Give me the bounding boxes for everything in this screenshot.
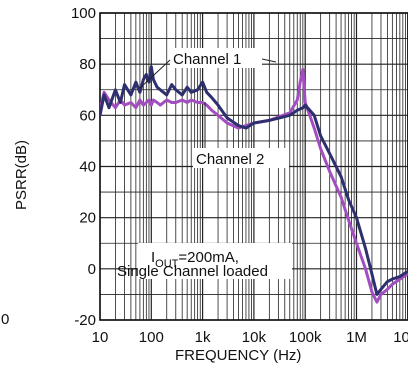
x-tick-label: 10k	[242, 329, 267, 346]
left-edge-label: 0	[1, 311, 9, 328]
x-axis-label: FREQUENCY (Hz)	[175, 347, 301, 364]
frame-rect	[99, 12, 408, 321]
iout-sub: OUT	[155, 258, 179, 270]
y-axis-label: PSRR(dB)	[13, 140, 30, 210]
x-tick-label: 100k	[289, 329, 322, 346]
annotations: Channel 1 Channel 2 IOUT=200mA, Single C…	[117, 48, 292, 280]
iout-suffix: =200mA,	[178, 249, 238, 266]
channel2-label: Channel 2	[196, 151, 264, 168]
y-tick-label: 20	[79, 210, 96, 227]
y-tick-label: 40	[79, 159, 96, 176]
series-line-1	[100, 65, 408, 296]
channel2-label-bg	[193, 148, 289, 168]
loaded-note: Single Channel loaded	[117, 263, 268, 280]
x-tick-label: 1k	[195, 329, 211, 346]
series-lines	[100, 65, 408, 304]
iout-note-bg	[138, 243, 292, 279]
y-tick-label: 60	[79, 107, 96, 124]
iout-prefix: I	[151, 249, 155, 266]
plot-frame	[99, 12, 408, 321]
y-tick-label: 80	[79, 56, 96, 73]
series-line-2	[100, 67, 408, 304]
x-tick-label: 10	[92, 329, 109, 346]
y-tick-label: -20	[74, 312, 96, 329]
x-tick-label: 10M	[393, 329, 408, 346]
x-tick-label: 1M	[346, 329, 367, 346]
y-tick-label: 0	[88, 261, 96, 278]
y-tick-label: 100	[71, 5, 96, 22]
channel1-leader	[261, 58, 277, 63]
channel1-label-bg	[170, 48, 262, 68]
tick-labels: 10 100 1k 10k 100k 1M 10M -20 0 20 40 60 80 100	[71, 5, 408, 346]
x-tick-label: 100	[139, 329, 164, 346]
channel1-label: Channel 1	[173, 51, 241, 68]
channel1-leader-left	[139, 59, 171, 89]
iout-note: IOUT=200mA,	[151, 249, 239, 270]
